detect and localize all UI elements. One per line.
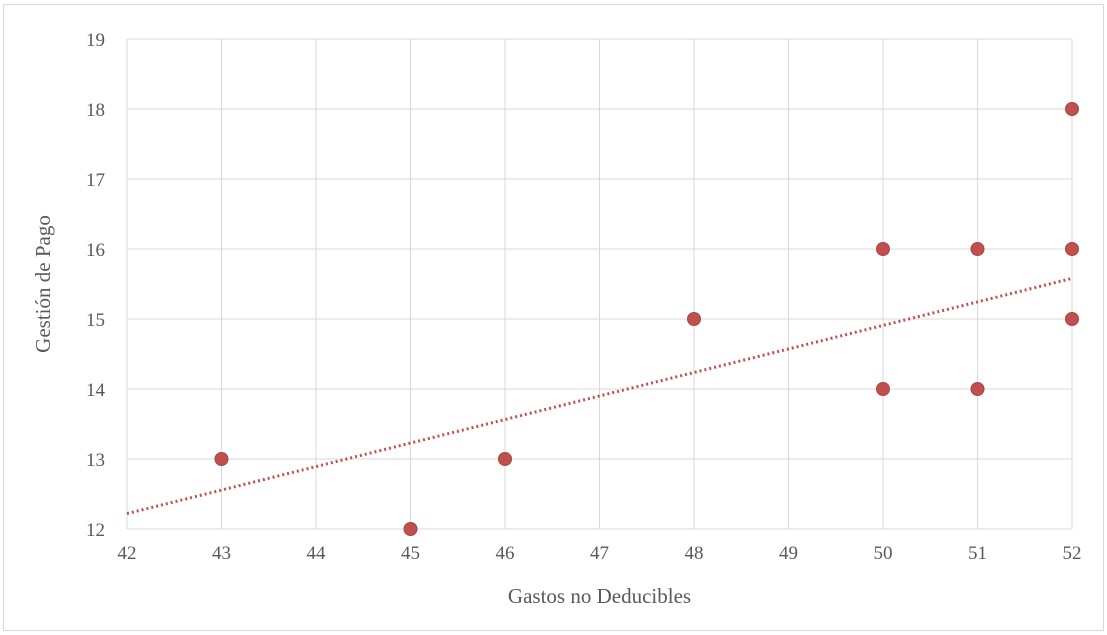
y-tick-label: 13 bbox=[86, 450, 105, 471]
x-tick-label: 45 bbox=[401, 543, 420, 564]
data-point bbox=[970, 382, 985, 396]
data-point bbox=[403, 522, 418, 536]
x-axis-title: Gastos no Deducibles bbox=[508, 584, 691, 608]
grid-layer bbox=[126, 38, 1073, 530]
x-tick-label: 46 bbox=[496, 543, 515, 564]
points-layer bbox=[214, 102, 1079, 536]
x-tick-label: 50 bbox=[874, 543, 893, 564]
y-tick-label: 16 bbox=[86, 240, 105, 261]
x-tick-label: 48 bbox=[685, 543, 704, 564]
y-tick-label: 12 bbox=[86, 520, 105, 541]
linear-trendline bbox=[126, 276, 1073, 516]
data-point bbox=[498, 452, 512, 466]
data-point bbox=[876, 242, 890, 256]
x-tick-label: 47 bbox=[590, 543, 609, 564]
chart-frame: 42 43 44 45 46 47 48 49 50 51 52 12 13 14 15 16 17 18 19 G… bbox=[3, 4, 1104, 631]
data-point bbox=[876, 382, 890, 396]
trendline-layer bbox=[126, 276, 1073, 516]
y-axis-title: Gestión de Pago bbox=[31, 215, 55, 353]
data-point bbox=[1065, 242, 1079, 256]
y-tick-label: 19 bbox=[86, 30, 105, 51]
data-point bbox=[1065, 102, 1079, 116]
y-tick-label: 15 bbox=[86, 310, 105, 331]
x-tick-label: 51 bbox=[968, 543, 987, 564]
data-point bbox=[1065, 312, 1079, 326]
x-tick-label: 43 bbox=[212, 543, 231, 564]
scatter-chart: 42 43 44 45 46 47 48 49 50 51 52 12 13 14 15 16 17 18 19 G… bbox=[31, 30, 1082, 608]
data-point bbox=[687, 312, 701, 326]
data-point bbox=[970, 242, 985, 256]
x-tick-label: 44 bbox=[307, 543, 327, 564]
y-tick-label: 17 bbox=[86, 170, 105, 191]
x-tick-label: 42 bbox=[118, 543, 137, 564]
data-point bbox=[214, 452, 229, 466]
y-tick-label: 18 bbox=[86, 100, 105, 121]
x-tick-label: 52 bbox=[1063, 543, 1082, 564]
x-tick-label: 49 bbox=[779, 543, 798, 564]
tick-labels-layer: 42 43 44 45 46 47 48 49 50 51 52 12 13 14 15 16 17 18 19 bbox=[86, 30, 1082, 564]
y-tick-label: 14 bbox=[86, 380, 106, 401]
